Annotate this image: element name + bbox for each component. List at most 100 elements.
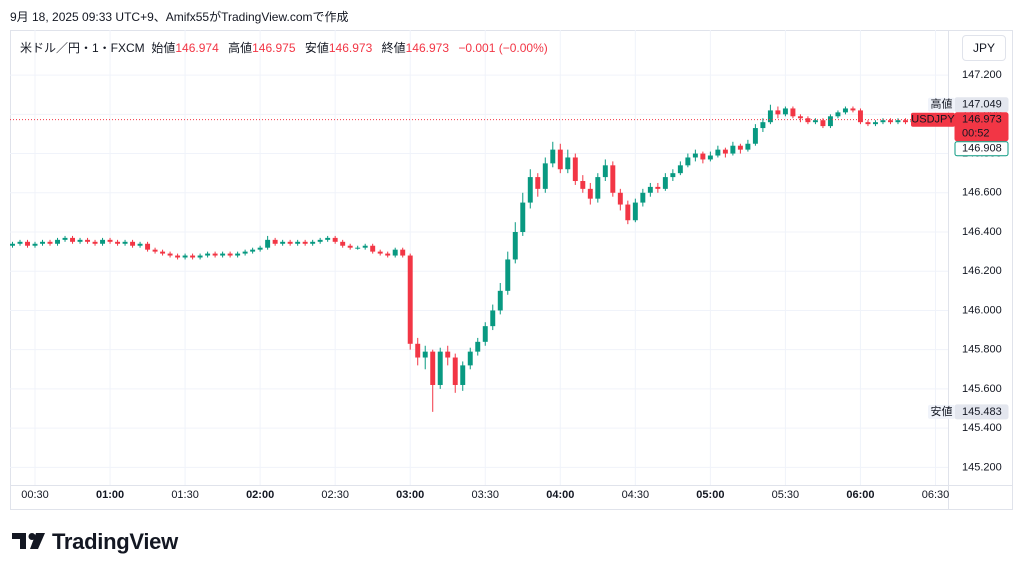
candle-body [775,110,781,115]
candle-body [602,165,608,178]
candle-body [370,245,376,252]
candle-body [895,120,901,123]
candle-body [392,249,398,256]
candle-body [302,241,308,244]
grid [10,30,948,485]
change: −0.001 (−0.00%) [458,41,548,55]
candle-body [490,310,496,327]
candle-body [55,239,61,244]
high-value: 146.975 [252,41,296,55]
candle-body [272,239,278,244]
candles [10,104,948,412]
candle-body [100,239,106,244]
candle-body [25,241,30,246]
y-tick-label: 146.600 [962,187,1002,199]
candle-body [640,192,646,203]
candle-body [205,253,211,256]
x-tick-label: 04:00 [546,489,574,501]
candle-body [782,108,788,115]
candle-body [430,351,436,385]
candle-body [280,241,286,244]
y-tick-label: 146.200 [962,265,1002,277]
candle-body [122,241,128,244]
candle-body [707,155,713,160]
candle-body [730,145,736,154]
candle-body [692,153,698,158]
candle-body [872,122,878,125]
candle-body [557,149,563,170]
price-label-value: 146.973 [962,114,1002,126]
countdown: 00:52 [962,128,990,140]
candle-body [160,251,166,254]
logo-text: TradingView [52,529,178,554]
y-tick-label: 145.200 [962,461,1002,473]
candle-body [415,343,421,358]
candle-body [625,204,631,221]
candle-body [175,255,181,258]
candle-body [887,120,893,123]
price-label-box [954,141,1009,157]
candle-body [250,249,256,252]
candle-body [385,253,391,256]
candle-body [317,239,323,242]
x-tick-label: 03:00 [396,489,424,501]
candle-body [235,253,241,256]
currency-button[interactable]: JPY [962,35,1006,61]
x-tick-label: 06:30 [922,489,950,501]
candle-body [595,177,601,199]
candle-body [92,241,98,244]
candle-body [257,247,263,250]
candle-body [152,249,158,252]
candle-body [880,120,886,123]
candle-body [700,153,706,160]
candle-body [685,157,691,166]
candle-body [422,351,428,358]
candle-body [400,249,406,256]
candle-body [362,245,368,248]
candle-body [827,116,833,127]
candle-body [760,122,766,129]
candle-body [482,326,488,342]
close-label: 終値 [381,41,406,55]
candle-body [137,243,143,246]
candle-body [407,255,413,344]
candle-body [242,251,248,254]
logo-icon [12,533,45,549]
candle-body [520,202,526,233]
price-label-value: 145.483 [962,406,1002,418]
candle-body [227,253,233,256]
candle-body [535,177,541,189]
candle-body [17,241,23,244]
candle-body [632,202,638,221]
candle-body [107,239,113,242]
low-value: 146.973 [328,41,373,55]
x-tick-label: 00:30 [21,489,49,501]
candle-body [130,241,136,246]
candle-body [332,237,338,242]
candle-body [437,351,443,385]
candle-body [62,237,68,240]
candle-body [445,351,451,358]
candle-body [715,149,721,156]
candle-body [850,108,856,111]
candle-body [677,165,683,174]
x-tick-label: 03:30 [471,489,499,501]
candle-body [460,365,466,385]
candle-body [790,108,796,117]
candle-body [670,173,676,178]
axes: 147.200147.000146.800146.600146.400146.2… [10,30,1013,510]
candle-body [355,247,361,249]
candle-body [647,186,653,193]
candle-body [310,241,316,244]
x-tick-label: 04:30 [622,489,650,501]
y-tick-label: 145.800 [962,344,1002,356]
x-tick-label: 01:30 [171,489,199,501]
candle-body [797,116,803,119]
candle-body [40,241,45,244]
candle-body [70,237,76,242]
open-value: 146.974 [175,41,219,55]
candle-body [587,188,593,199]
candle-body [85,239,91,242]
candle-body [842,108,848,113]
